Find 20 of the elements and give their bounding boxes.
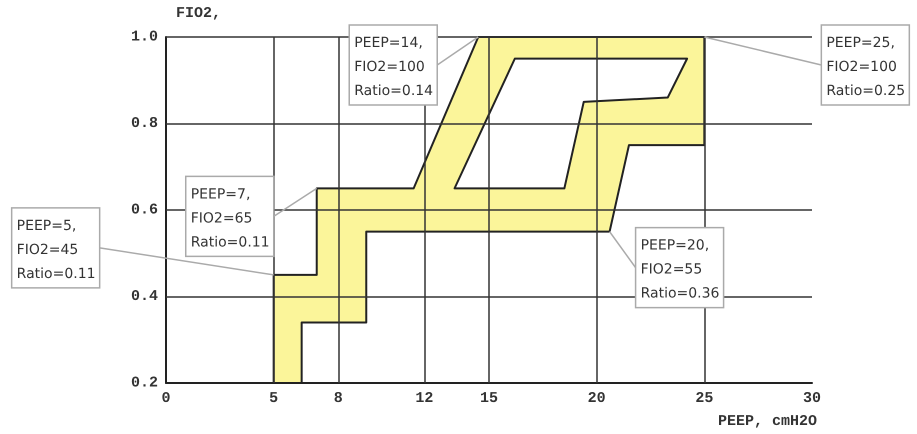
x-tick-label: 15 bbox=[480, 390, 498, 407]
y-tick-label: 0.8 bbox=[130, 115, 158, 132]
x-tick-label: 30 bbox=[802, 390, 822, 407]
x-tick-label: 5 bbox=[269, 390, 278, 407]
x-tick-label: 12 bbox=[415, 390, 434, 407]
x-tick-label: 0 bbox=[161, 390, 171, 407]
x-axis-title: PEEP, cmH2O bbox=[718, 413, 818, 430]
y-tick-label: 0.2 bbox=[130, 374, 158, 392]
annotation: PEEP=7, FIO2=65 Ratio=0.11 bbox=[190, 186, 270, 250]
x-tick-label: 20 bbox=[588, 390, 606, 407]
annotation: PEEP=14, FIO2=100 Ratio=0.14 bbox=[354, 35, 434, 99]
y-axis-title: FIO2, bbox=[176, 5, 222, 22]
annotation: PEEP=25, FIO2=100 Ratio=0.25 bbox=[826, 35, 906, 99]
y-tick-label: 0.6 bbox=[130, 202, 158, 218]
annotation: PEEP=20, FIO2=55 Ratio=0.36 bbox=[640, 238, 720, 302]
x-tick-label: 8 bbox=[334, 390, 343, 407]
y-tick-label: 1.0 bbox=[130, 28, 158, 46]
annotation: PEEP=5, FIO2=45 Ratio=0.11 bbox=[16, 218, 96, 282]
x-tick-label: 25 bbox=[695, 390, 714, 407]
y-tick-label: 0.4 bbox=[130, 288, 158, 305]
